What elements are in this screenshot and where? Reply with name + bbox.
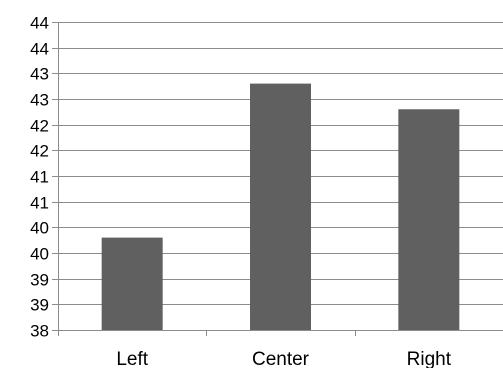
axes bbox=[52, 22, 503, 336]
x-category-label: Center bbox=[252, 349, 310, 368]
y-tick-label: 41 bbox=[30, 168, 49, 187]
y-tick-label: 41 bbox=[30, 194, 49, 213]
bars bbox=[101, 83, 460, 331]
y-tick-label: 40 bbox=[30, 245, 49, 264]
x-category-label: Left bbox=[116, 349, 148, 368]
bar bbox=[398, 109, 460, 331]
y-tick-label: 43 bbox=[30, 91, 49, 110]
y-tick-label: 44 bbox=[30, 40, 49, 59]
y-tick-label: 39 bbox=[30, 296, 49, 315]
y-tick-label: 39 bbox=[30, 271, 49, 290]
y-axis-ticks: 38 39 39 40 40 41 41 42 42 43 43 44 44 bbox=[30, 14, 49, 341]
x-category-label: Right bbox=[407, 349, 452, 368]
y-tick-label: 38 bbox=[30, 322, 49, 341]
bar bbox=[101, 237, 163, 330]
y-tick-label: 42 bbox=[30, 142, 49, 161]
x-axis-labels: Left Center Right bbox=[116, 349, 451, 368]
y-tick-label: 43 bbox=[30, 65, 49, 84]
y-tick-label: 42 bbox=[30, 117, 49, 136]
y-tick-label: 44 bbox=[30, 14, 49, 33]
bar bbox=[250, 83, 311, 330]
y-tick-label: 40 bbox=[30, 219, 49, 238]
